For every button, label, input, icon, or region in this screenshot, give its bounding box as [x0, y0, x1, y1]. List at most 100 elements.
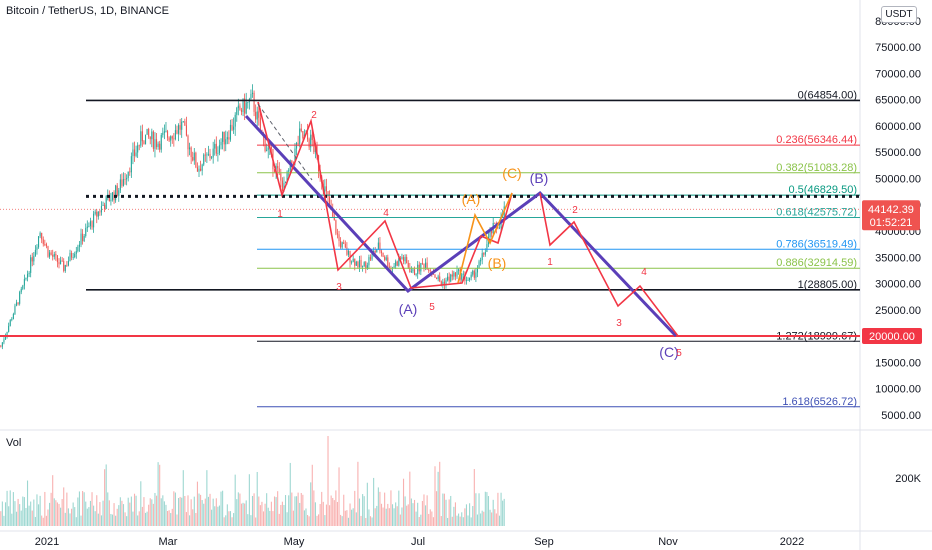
candle-body [447, 276, 449, 281]
candle-body [251, 92, 254, 94]
candle-body [255, 111, 257, 120]
volume-bar [390, 490, 392, 526]
candle [140, 125, 142, 148]
volume-bar [135, 495, 137, 526]
wave-label: (C) [502, 165, 521, 181]
volume-bar [357, 461, 359, 526]
volume-bar [470, 517, 472, 526]
volume-bar [115, 515, 117, 526]
candle-body [332, 208, 334, 217]
candle [295, 141, 298, 156]
volume-bar [215, 498, 217, 526]
volume-bar [481, 510, 483, 526]
symbol-title[interactable]: Bitcoin / TetherUS, 1D, BINANCE [6, 5, 170, 17]
volume-bar [440, 516, 442, 526]
candle [74, 251, 76, 259]
candle [61, 256, 63, 262]
candle-body [404, 257, 406, 262]
currency-unit-button[interactable]: USDT [881, 6, 917, 23]
candle-body [409, 267, 411, 273]
candle-body [22, 285, 24, 289]
candle-body [203, 154, 205, 165]
fibonacci-retracement: 0(64854.00) 0.236(56346.44) 0.382(51083.28… [86, 89, 860, 408]
volume-bar [502, 500, 504, 526]
volume-bar [439, 461, 441, 526]
candle-body [406, 257, 408, 263]
candle [96, 209, 98, 224]
volume-bar [99, 502, 101, 526]
candle [149, 136, 151, 145]
candle [412, 267, 414, 274]
candle-body [64, 264, 66, 271]
candle [442, 278, 444, 289]
wave-label: 1 [277, 209, 283, 220]
candle [451, 270, 453, 281]
volume-bar [152, 503, 154, 526]
volume-bar [83, 492, 85, 526]
candle [11, 317, 13, 322]
volume-bar [338, 467, 340, 526]
candle [231, 119, 233, 132]
volume-bar [465, 504, 468, 526]
candle-body [105, 196, 107, 210]
volume-bar [217, 506, 219, 526]
fib-level-label: 0.618(42575.72) [776, 206, 857, 218]
volume-bar [187, 495, 189, 526]
volume-bar [275, 497, 277, 526]
volume-bar [20, 510, 22, 526]
volume-bar [173, 491, 175, 526]
candle-body [1, 342, 3, 347]
dashed-guide [257, 103, 313, 181]
candle [52, 249, 54, 261]
volume-bar [472, 506, 474, 526]
candle-body [47, 246, 49, 257]
candle [126, 174, 128, 186]
candle [20, 286, 22, 295]
volume-bar [385, 508, 387, 526]
candle-body [207, 153, 210, 155]
volume-bar [299, 502, 301, 526]
candle [0, 344, 2, 348]
candle [402, 254, 405, 265]
candle-body [96, 211, 98, 217]
volume-bar [122, 504, 125, 526]
volume-bar [82, 490, 84, 526]
candle-body [240, 109, 243, 112]
candle-body [215, 143, 217, 154]
volume-bar [272, 511, 274, 526]
candle [212, 141, 214, 164]
candle [209, 148, 211, 161]
volume-bar [248, 474, 250, 526]
volume-bar [503, 498, 505, 526]
volume-bar [168, 510, 170, 526]
candle-body [368, 257, 370, 266]
fib-level-label: 0.382(51083.28) [776, 162, 857, 174]
candle [436, 277, 438, 280]
volume-bar [297, 492, 299, 526]
candle [141, 124, 143, 147]
candle-body [42, 239, 44, 245]
volume-bar [409, 471, 411, 526]
candle-body [33, 255, 35, 262]
volume-bar [64, 512, 66, 526]
candle [247, 101, 249, 109]
candle-body [185, 125, 187, 136]
candle-body [166, 131, 169, 138]
volume-bar [432, 517, 434, 526]
volume-bar [266, 493, 268, 526]
volume-bar [67, 508, 69, 526]
candle-body [36, 247, 38, 250]
candle-body [234, 114, 236, 127]
candle [193, 147, 195, 165]
candle [229, 119, 232, 142]
candle [155, 133, 158, 150]
volume-bar [4, 502, 7, 526]
candle [421, 258, 423, 265]
candle [99, 209, 101, 216]
candle [41, 232, 43, 244]
candle [281, 177, 283, 192]
volume-bar [9, 490, 11, 526]
volume-bar [377, 487, 379, 526]
